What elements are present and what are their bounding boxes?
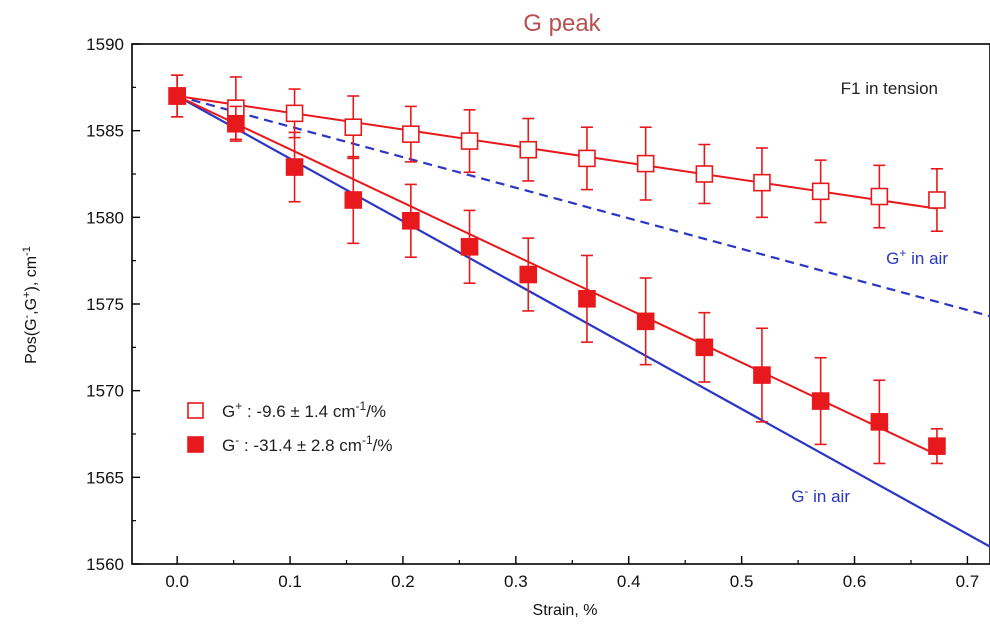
y-tick-label: 1565 bbox=[86, 468, 124, 487]
g-minus-fit-line bbox=[176, 95, 938, 456]
chart-title: G peak bbox=[523, 10, 601, 37]
y-tick-label: 1590 bbox=[86, 35, 124, 54]
g-minus-marker bbox=[636, 312, 655, 331]
g-plus-fit-line bbox=[177, 95, 938, 210]
g-minus-marker bbox=[285, 158, 304, 176]
g-minus-marker bbox=[870, 413, 889, 431]
g-minus-marker bbox=[928, 437, 946, 455]
g-plus-marker bbox=[811, 182, 830, 201]
x-tick-label: 0.4 bbox=[617, 572, 641, 591]
y-axis: 1560 1565 1570 1575 1580 1585 1590 bbox=[86, 35, 140, 574]
g-minus-marker bbox=[695, 338, 714, 357]
plot-frame bbox=[131, 43, 990, 565]
g-minus-marker bbox=[811, 392, 830, 410]
x-tick-label: 0.0 bbox=[165, 572, 189, 591]
x-tick-label: 0.7 bbox=[956, 572, 980, 591]
g-minus-marker bbox=[460, 238, 479, 256]
g-plus-marker bbox=[460, 132, 479, 150]
y-axis-title: Pos(G-,G+), cm-1 bbox=[21, 246, 40, 364]
legend-g-minus-marker bbox=[187, 436, 204, 453]
y-tick-label: 1575 bbox=[86, 295, 124, 314]
x-tick-label: 0.2 bbox=[391, 572, 415, 591]
legend: G+ : -9.6 ± 1.4 cm-1/% G- : -31.4 ± 2.8 c… bbox=[187, 399, 392, 455]
g-plus-marker bbox=[928, 191, 946, 209]
g-minus-marker bbox=[519, 265, 538, 284]
g-plus-marker bbox=[578, 149, 596, 168]
g-minus-marker bbox=[402, 212, 420, 230]
reference-line-labels: G+ in air G- in air bbox=[791, 246, 948, 506]
g-minus-marker bbox=[578, 289, 596, 308]
y-tick-label: 1580 bbox=[86, 208, 124, 227]
g-plus-marker bbox=[285, 104, 304, 123]
g-plus-marker bbox=[636, 154, 655, 173]
g-plus-marker bbox=[402, 125, 420, 143]
y-tick-label: 1570 bbox=[86, 382, 124, 401]
g-plus-in-air-line bbox=[176, 94, 990, 318]
plot-area-border bbox=[131, 43, 990, 565]
g-plus-marker bbox=[695, 165, 714, 183]
g-plus-marker bbox=[870, 187, 889, 206]
reference-lines bbox=[176, 94, 990, 548]
legend-g-plus-marker bbox=[187, 402, 204, 419]
x-tick-label: 0.5 bbox=[730, 572, 754, 591]
g-minus-marker bbox=[753, 366, 771, 384]
g-minus-in-air-label: G- in air bbox=[791, 484, 850, 506]
g-minus-in-air-line bbox=[176, 95, 990, 548]
x-axis: 0.0 0.1 0.2 0.3 0.4 0.5 0.6 0.7 bbox=[165, 556, 979, 591]
g-plus-marker bbox=[519, 140, 538, 159]
y-tick-label: 1585 bbox=[86, 122, 124, 141]
g-plus-in-air-label: G+ in air bbox=[886, 246, 948, 268]
data-series bbox=[168, 74, 946, 465]
x-tick-label: 0.6 bbox=[843, 572, 867, 591]
x-axis-title: Strain, % bbox=[533, 602, 598, 619]
y-tick-label: 1560 bbox=[86, 555, 124, 574]
g-minus-marker bbox=[168, 87, 186, 105]
g-minus-marker bbox=[227, 114, 245, 133]
g-plus-marker bbox=[344, 118, 363, 136]
x-tick-label: 0.1 bbox=[278, 572, 302, 591]
g-plus-marker bbox=[753, 173, 771, 192]
x-tick-label: 0.3 bbox=[504, 572, 528, 591]
legend-g-minus-label: G- : -31.4 ± 2.8 cm-1/% bbox=[222, 433, 392, 455]
annotation-f1-in-tension: F1 in tension bbox=[841, 79, 938, 98]
g-minus-marker bbox=[344, 191, 363, 209]
legend-g-plus-label: G+ : -9.6 ± 1.4 cm-1/% bbox=[222, 399, 386, 421]
